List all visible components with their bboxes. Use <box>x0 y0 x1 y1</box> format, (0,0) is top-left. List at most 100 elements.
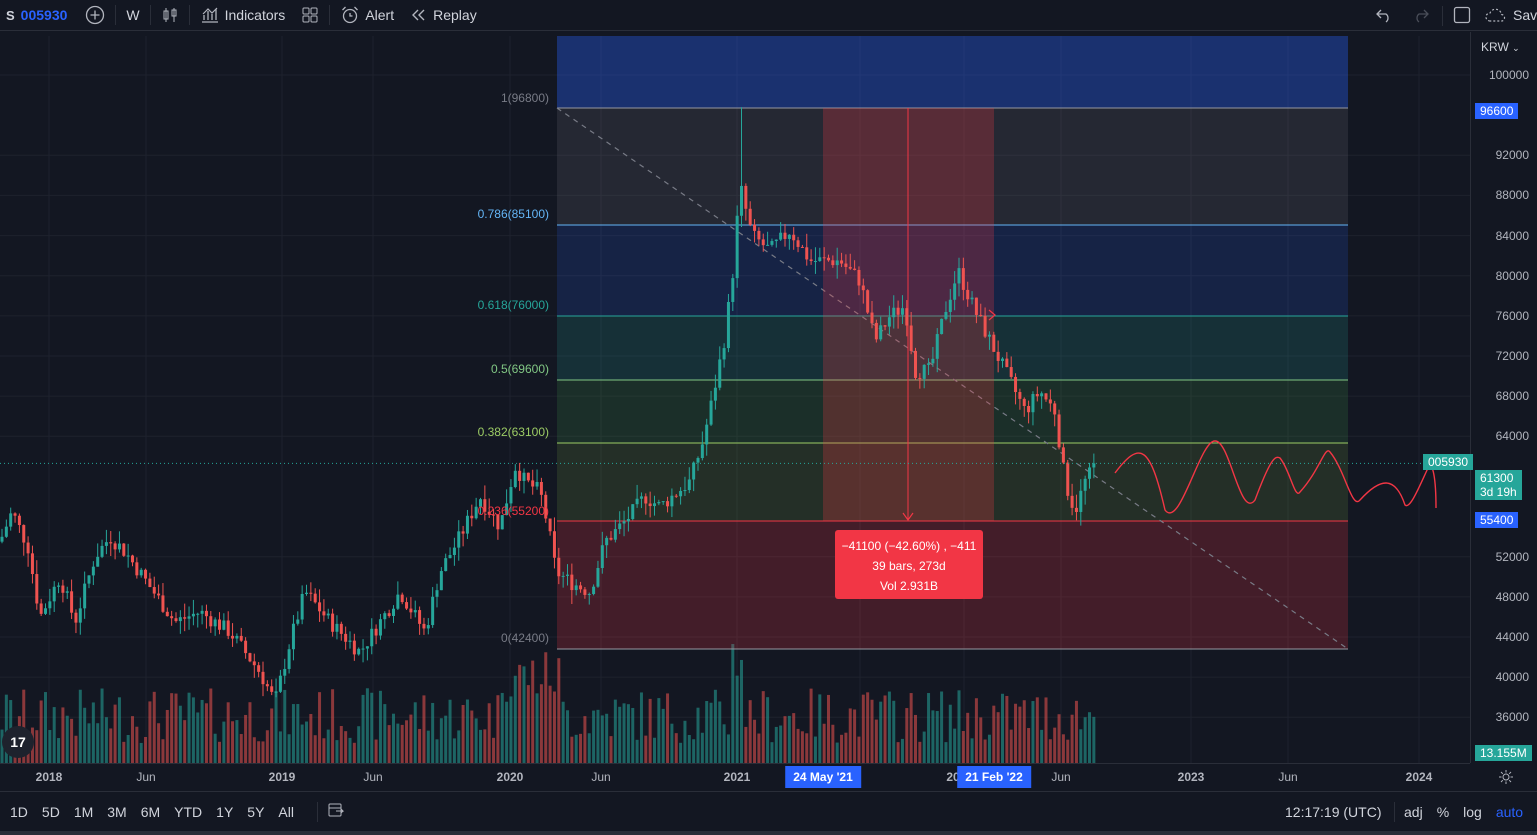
volume-bar <box>944 742 948 763</box>
range-button-3m[interactable]: 3M <box>107 803 127 820</box>
candle-body <box>392 608 395 616</box>
symbol-search-button[interactable]: 005930 <box>20 7 68 23</box>
volume-bar <box>291 704 295 763</box>
candle-body <box>65 591 69 593</box>
time-label: 2018 <box>35 770 63 784</box>
range-button-all[interactable]: All <box>278 803 294 820</box>
replay-button[interactable]: Replay <box>402 0 485 31</box>
volume-bar <box>992 705 996 763</box>
candle-body <box>639 496 643 499</box>
candle-body <box>857 270 861 286</box>
volume-bar <box>809 688 813 763</box>
volume-bar <box>74 735 78 763</box>
volume-bar <box>344 731 348 763</box>
candle-body <box>1027 405 1031 413</box>
candle-body <box>109 542 113 544</box>
candle-body <box>339 623 343 634</box>
candle-body <box>218 619 221 630</box>
candle-body <box>200 610 204 614</box>
log-toggle[interactable]: log <box>1463 803 1482 820</box>
currency-label: KRW <box>1481 40 1509 54</box>
indicators-button[interactable]: Indicators <box>192 0 294 31</box>
volume-bar <box>35 730 39 763</box>
candle-body <box>653 503 656 507</box>
grid-icon <box>302 7 318 23</box>
undo-icon <box>1376 9 1389 23</box>
range-button-5y[interactable]: 5Y <box>247 803 265 820</box>
compare-button[interactable] <box>77 0 113 31</box>
candle-body <box>513 470 517 488</box>
volume-bar <box>435 739 439 763</box>
interval-button[interactable]: W <box>126 7 140 23</box>
candle-body <box>861 285 865 291</box>
candle-body <box>744 185 748 209</box>
price-chart[interactable] <box>0 36 1470 763</box>
range-button-1d[interactable]: 1D <box>10 803 28 820</box>
volume-bar <box>674 733 678 763</box>
alert-button[interactable]: Alert <box>332 0 402 31</box>
volume-bar <box>887 691 891 763</box>
candle-body <box>600 545 604 569</box>
candle-body <box>766 244 770 246</box>
volume-bar <box>174 693 178 763</box>
candle-body <box>770 241 774 245</box>
candle-body <box>505 503 509 516</box>
candle-body <box>935 334 939 359</box>
candle-body <box>474 506 478 519</box>
time-axis[interactable]: 2018 Jun 2019 Jun 2020 Jun 2021 Jun 2023 Jun 20 24 … <box>0 763 1513 789</box>
candle-body <box>252 661 256 666</box>
volume-bar <box>787 715 791 763</box>
candle-body <box>631 504 635 519</box>
fullscreen-button[interactable] <box>1445 0 1479 31</box>
range-button-1m[interactable]: 1M <box>73 803 94 820</box>
auto-toggle[interactable]: auto <box>1495 803 1524 820</box>
percent-toggle[interactable]: % <box>1436 803 1450 820</box>
price-axis[interactable]: KRW ⌄ 100000 92000 88000 84000 80000 76000 720… <box>1470 32 1537 763</box>
settings-gear-icon[interactable] <box>1498 769 1514 785</box>
go-to-date-button[interactable] <box>320 802 352 821</box>
candle-body <box>522 472 526 481</box>
volume-bar <box>600 715 604 763</box>
range-button-5d[interactable]: 5D <box>41 803 60 820</box>
volume-bar <box>139 742 143 763</box>
candle-body <box>487 511 491 515</box>
layouts-button[interactable] <box>293 0 327 31</box>
adj-toggle[interactable]: adj <box>1404 803 1423 820</box>
volume-bar <box>896 742 900 763</box>
volume-bar <box>948 704 952 763</box>
candle-body <box>996 351 1000 361</box>
volume-bar <box>779 725 783 763</box>
undo-button[interactable] <box>1367 0 1401 31</box>
range-button-6m[interactable]: 6M <box>140 803 161 820</box>
volume-bar <box>70 718 74 763</box>
candle-body <box>387 613 391 616</box>
volume-bar <box>1088 712 1091 763</box>
volume-bar <box>222 721 226 763</box>
candle-body <box>174 618 178 622</box>
divider <box>316 801 318 822</box>
candle-body <box>622 521 626 524</box>
candle-body <box>1048 399 1052 404</box>
candle-body <box>87 575 91 584</box>
currency-selector[interactable]: KRW ⌄ <box>1481 40 1520 54</box>
volume-bar <box>226 702 230 763</box>
volume-bar <box>966 712 970 763</box>
volume-bar <box>400 724 404 763</box>
fib-level-label: 1(96800) <box>500 91 549 105</box>
clock[interactable]: 12:17:19 (UTC) <box>1285 803 1382 820</box>
time-label: 2020 <box>496 770 524 784</box>
save-button[interactable]: Save <box>1476 0 1537 31</box>
volume-bar <box>692 739 696 763</box>
volume-bar <box>270 708 274 763</box>
volume-bar <box>392 713 395 763</box>
redo-button[interactable] <box>1404 0 1438 31</box>
drawings-overlay <box>0 440 1470 514</box>
volume-bar <box>231 721 235 763</box>
candle-body <box>796 240 800 247</box>
range-button-1y[interactable]: 1Y <box>216 803 234 820</box>
chart-type-button[interactable] <box>153 0 187 31</box>
volume-bar <box>278 731 282 763</box>
tradingview-logo[interactable]: 17 <box>2 726 34 758</box>
volume-bar <box>827 694 830 763</box>
range-button-ytd[interactable]: YTD <box>174 803 203 820</box>
